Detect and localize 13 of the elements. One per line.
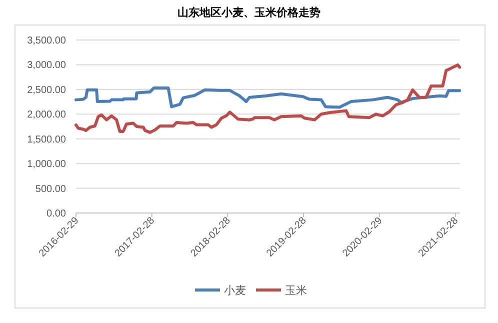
y-tick-label: 2,500.00 — [27, 84, 66, 96]
y-tick-label: 2,000.00 — [27, 110, 66, 121]
y-tick-label: 3,500.00 — [27, 36, 66, 46]
y-tick-label: 3,000.00 — [27, 60, 66, 72]
line-series — [74, 86, 462, 109]
y-tick-label: 500.00 — [35, 184, 66, 195]
legend-label: 玉米 — [285, 284, 307, 297]
y-tick-label: 1,000.00 — [27, 159, 66, 170]
chart-title: 山东地区小麦、玉米价格走势 — [178, 6, 320, 19]
y-tick-label: 1,500.00 — [27, 134, 66, 146]
line-series — [74, 63, 462, 134]
y-tick-label: 0.00 — [46, 208, 66, 220]
legend-label: 小麦 — [224, 284, 246, 297]
